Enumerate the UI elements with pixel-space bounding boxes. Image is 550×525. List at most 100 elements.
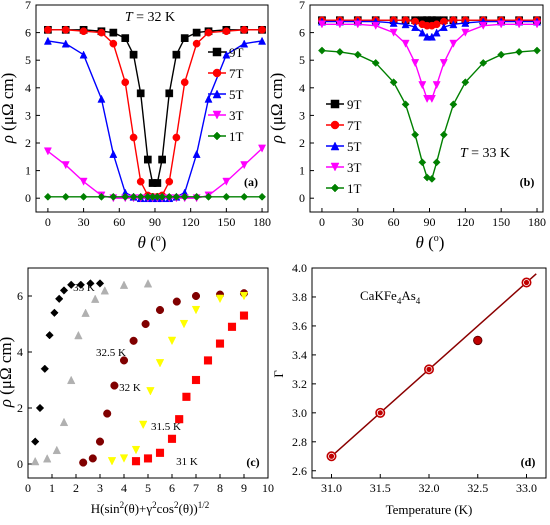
data-point bbox=[155, 359, 165, 368]
x-tick-label: 30 bbox=[78, 215, 90, 229]
data-point bbox=[461, 18, 470, 27]
y-tick-label: 3.6 bbox=[292, 319, 307, 333]
y-tick-label: 2 bbox=[299, 136, 305, 150]
y-tick-label: 6 bbox=[17, 289, 23, 303]
data-point bbox=[43, 147, 52, 156]
data-point bbox=[79, 192, 88, 201]
data-point bbox=[203, 356, 213, 365]
data-point bbox=[136, 89, 145, 98]
data-point bbox=[61, 161, 70, 170]
data-point bbox=[143, 279, 153, 288]
data-point bbox=[222, 27, 231, 36]
data-point bbox=[30, 456, 40, 466]
y-tick-label: 7 bbox=[299, 0, 305, 12]
data-point bbox=[401, 20, 410, 29]
series-line bbox=[321, 23, 538, 100]
data-point bbox=[192, 39, 201, 48]
data-point bbox=[389, 18, 398, 27]
x-tick-label: 33.0 bbox=[516, 481, 537, 495]
legend-label: 1T bbox=[347, 181, 362, 196]
data-point bbox=[473, 335, 483, 346]
data-point bbox=[371, 21, 380, 30]
series-1T bbox=[317, 46, 541, 183]
data-point bbox=[79, 177, 88, 186]
data-point-center bbox=[426, 366, 432, 372]
data-point bbox=[353, 50, 362, 59]
data-point bbox=[258, 25, 266, 34]
data-point bbox=[175, 415, 184, 424]
data-point bbox=[432, 28, 441, 37]
data-point bbox=[191, 305, 201, 315]
data-point bbox=[411, 130, 420, 139]
data-point bbox=[204, 94, 213, 103]
data-point bbox=[97, 94, 106, 103]
data-point bbox=[61, 192, 70, 201]
data-point bbox=[240, 25, 249, 34]
legend-label: 7T bbox=[229, 66, 244, 81]
data-point bbox=[97, 28, 106, 37]
y-tick-label: 0 bbox=[25, 191, 31, 205]
data-point bbox=[172, 133, 181, 142]
y-axis-label: Γ bbox=[271, 370, 286, 378]
y-tick-label: 2 bbox=[25, 136, 31, 150]
data-point bbox=[317, 46, 326, 55]
data-point bbox=[155, 448, 165, 457]
data-point bbox=[497, 50, 506, 59]
data-point bbox=[411, 22, 420, 31]
x-axis-label: θ (o) bbox=[416, 233, 445, 252]
y-tick-label: 0 bbox=[299, 191, 305, 205]
data-point bbox=[153, 179, 162, 187]
legend-label: 5T bbox=[229, 87, 244, 102]
data-point bbox=[121, 34, 130, 42]
data-point bbox=[129, 133, 138, 142]
data-point bbox=[42, 454, 52, 463]
data-point bbox=[40, 364, 49, 373]
x-tick-label: 0 bbox=[25, 481, 31, 495]
data-point bbox=[165, 89, 174, 98]
x-tick-label: 0 bbox=[45, 215, 51, 229]
data-point bbox=[449, 100, 458, 109]
x-tick-label: 2 bbox=[73, 481, 79, 495]
data-point bbox=[100, 286, 110, 295]
data-point bbox=[239, 311, 249, 320]
curve-label: 32 K bbox=[119, 382, 141, 394]
data-point-center bbox=[328, 453, 335, 459]
x-tick-label: 150 bbox=[492, 215, 510, 229]
data-point bbox=[204, 192, 213, 201]
x-tick-label: 8 bbox=[217, 481, 223, 495]
series-33K bbox=[31, 279, 105, 446]
data-point bbox=[35, 403, 45, 413]
plot-frame bbox=[27, 267, 269, 479]
data-point bbox=[131, 445, 141, 455]
data-point bbox=[86, 279, 95, 288]
data-point bbox=[449, 20, 458, 29]
legend-label: 7T bbox=[347, 118, 362, 133]
data-point bbox=[461, 78, 470, 87]
legend-marker bbox=[212, 47, 222, 57]
data-point bbox=[109, 192, 118, 201]
x-tick-label: 31.0 bbox=[321, 481, 342, 495]
data-point bbox=[191, 291, 201, 301]
y-tick-label: 3.8 bbox=[292, 290, 307, 304]
data-point bbox=[479, 59, 488, 67]
data-point bbox=[138, 420, 148, 430]
data-point bbox=[165, 192, 174, 201]
y-tick-label: 4 bbox=[17, 345, 23, 359]
curve-label: 31.5 K bbox=[151, 421, 181, 433]
data-point bbox=[43, 192, 52, 201]
data-point bbox=[131, 457, 141, 466]
data-point bbox=[158, 155, 166, 164]
series-line bbox=[321, 20, 538, 38]
data-point bbox=[167, 336, 177, 346]
data-point bbox=[432, 158, 441, 167]
data-point bbox=[158, 192, 167, 201]
y-tick-label: 4 bbox=[299, 81, 305, 95]
series-31.5K bbox=[107, 291, 249, 466]
data-point bbox=[76, 280, 85, 289]
series-1T bbox=[43, 192, 267, 201]
data-point bbox=[143, 454, 153, 463]
y-tick-label: 5 bbox=[25, 53, 31, 67]
data-point bbox=[479, 21, 488, 30]
legend-label: 3T bbox=[347, 160, 362, 175]
